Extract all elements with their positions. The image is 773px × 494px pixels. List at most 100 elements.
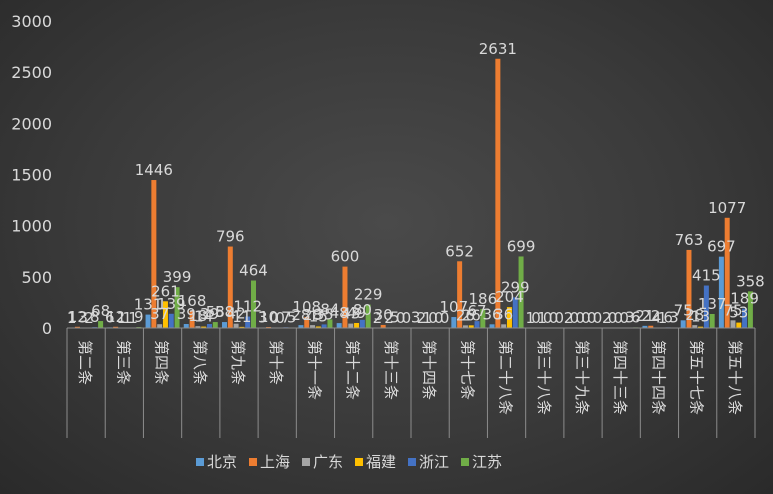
data-label: 0 [428,309,438,327]
x-tick-label: 第三条 [114,340,132,385]
data-label: 28 [291,306,310,324]
data-label: 2 [602,309,612,327]
data-label: 53 [729,304,748,322]
data-label: 1 [128,309,138,327]
data-label: 0 [614,309,624,327]
data-label: 14 [194,308,213,326]
bar [310,325,316,328]
bar [724,217,730,328]
y-axis: 0 500 1000 1500 2000 2500 3000 [11,12,52,338]
bar [298,325,304,328]
data-label: 3 [669,309,679,327]
x-tick-label: 第十二条 [344,340,362,400]
data-label: 67 [467,302,486,320]
data-label: 2 [373,309,383,327]
legend-swatch [302,458,310,466]
data-label: 299 [501,278,530,296]
data-label: 36 [494,305,513,323]
data-label: 0 [549,309,559,327]
data-label: 7 [281,308,291,326]
bar [212,322,218,328]
x-tick-label: 第十四条 [420,340,438,400]
bar [451,317,457,328]
data-label: 0 [543,309,553,327]
x-tick-label: 第二条 [76,340,94,385]
data-label: 28 [303,306,322,324]
x-tick-label: 第四条 [153,340,171,385]
bar [480,308,486,328]
bar [703,285,709,328]
bar [145,314,151,328]
data-label: 13 [691,308,710,326]
legend-swatch [196,458,204,466]
bar [709,313,715,328]
bar [506,307,512,328]
data-label: 3 [258,309,268,327]
bar [113,326,119,328]
bar [495,58,501,328]
data-label: 796 [216,228,245,246]
bar [468,325,474,328]
x-tick-label: 第四十三条 [611,340,629,415]
bar [742,308,748,328]
bar [251,280,256,328]
data-label: 189 [730,290,759,308]
data-label: 49 [347,304,366,322]
data-label: 84 [320,300,339,318]
bar [365,304,371,328]
data-label: 6 [105,308,115,326]
legend: 北京 上海 广东 福建 浙江 江苏 [196,453,502,471]
legend-label: 广东 [313,453,343,471]
y-tick-label: 0 [42,319,52,338]
data-label: 1 [67,309,77,327]
data-label: 0 [275,309,285,327]
data-label: 261 [151,282,180,300]
x-tick-label: 第五十七条 [688,340,706,415]
y-tick-label: 1500 [11,166,52,185]
bar [342,266,348,328]
bar [692,325,698,328]
data-label: 36 [483,305,502,323]
x-tick-label: 第四十四条 [649,340,667,415]
data-label: 186 [469,290,498,308]
data-label: 0 [619,309,629,327]
bar [686,249,692,328]
x-tick-label: 第三十八条 [535,340,553,415]
data-label: 5 [390,308,400,326]
bar [359,319,365,328]
data-label: 26 [462,306,481,324]
bar [227,246,233,328]
data-label: 399 [163,268,192,286]
legend-label: 北京 [207,453,237,471]
data-label: 39 [200,305,219,323]
data-label: 28 [685,306,704,324]
bar [321,324,327,328]
data-label: 30 [374,306,393,324]
bar [162,301,168,328]
data-label: 12 [68,308,87,326]
bar [512,297,518,328]
x-tick-label: 第十一条 [305,340,323,400]
data-label: 37 [150,305,169,323]
data-label: 21 [635,307,654,325]
data-label: 108 [292,298,321,316]
bar [206,324,212,328]
data-label: 358 [736,272,765,290]
data-label: 0 [581,309,591,327]
data-label: 6 [631,308,641,326]
data-label: 131 [134,296,163,314]
x-tick-label: 第十三条 [382,340,400,400]
data-label: 2 [84,309,94,327]
x-tick-label: 第二十八条 [497,340,515,415]
bar [642,325,648,328]
data-label: 2 [564,309,574,327]
data-label: 0 [608,309,618,327]
data-label: 3 [411,309,421,327]
bar [354,322,360,328]
data-label: 1 [422,309,432,327]
bar [489,324,495,328]
data-label: 12 [106,308,125,326]
data-label: 0 [396,309,406,327]
data-label: 0 [434,309,444,327]
